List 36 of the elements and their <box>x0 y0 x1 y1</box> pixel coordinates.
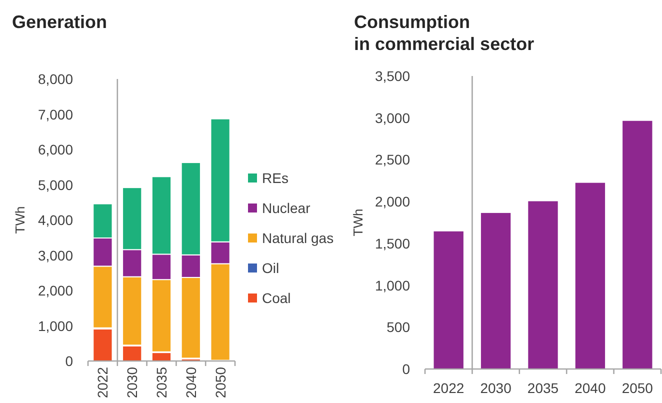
legend-label: Nuclear <box>262 200 311 216</box>
x-tick-label: 2050 <box>622 380 654 396</box>
y-tick-label: 0 <box>402 361 410 377</box>
y-tick-label: 500 <box>386 319 410 336</box>
legend-label: Natural gas <box>262 230 334 246</box>
x-tick-label: 2022 <box>433 380 464 396</box>
y-tick-label: 7,000 <box>38 106 74 122</box>
x-tick-label: 2035 <box>527 380 559 396</box>
y-tick-label: 3,000 <box>38 247 74 264</box>
x-tick-label: 2040 <box>574 380 606 396</box>
chart-title: Generation <box>12 12 108 32</box>
legend-label: Oil <box>262 260 280 276</box>
y-tick-label: 3,500 <box>374 68 410 84</box>
x-tick-label: 2050 <box>212 366 228 398</box>
y-tick-label: 1,000 <box>38 318 74 334</box>
y-axis-title: TWh <box>12 206 28 234</box>
y-tick-label: 1,500 <box>374 235 410 252</box>
y-tick-label: 1,000 <box>374 277 410 294</box>
y-tick-label: 6,000 <box>38 142 74 158</box>
x-tick-label: 2022 <box>94 366 111 398</box>
y-tick-label: 0 <box>65 353 74 369</box>
y-tick-label: 8,000 <box>38 71 74 87</box>
y-tick-label: 5,000 <box>38 176 74 193</box>
y-axis-title: TWh <box>350 208 366 236</box>
x-tick-label: 2035 <box>154 366 170 398</box>
x-tick-label: 2040 <box>182 366 199 398</box>
y-tick-label: 3,000 <box>374 110 410 126</box>
x-tick-label: 2030 <box>124 366 140 398</box>
y-tick-label: 2,000 <box>38 282 74 298</box>
legend-label: Coal <box>262 290 291 306</box>
chart-title: Consumption in commercial sector <box>354 12 534 54</box>
x-tick-label: 2030 <box>480 380 512 396</box>
y-tick-label: 2,000 <box>374 194 410 210</box>
legend-label: REs <box>262 170 288 186</box>
y-tick-label: 2,500 <box>374 152 410 168</box>
y-tick-label: 4,000 <box>38 212 74 228</box>
